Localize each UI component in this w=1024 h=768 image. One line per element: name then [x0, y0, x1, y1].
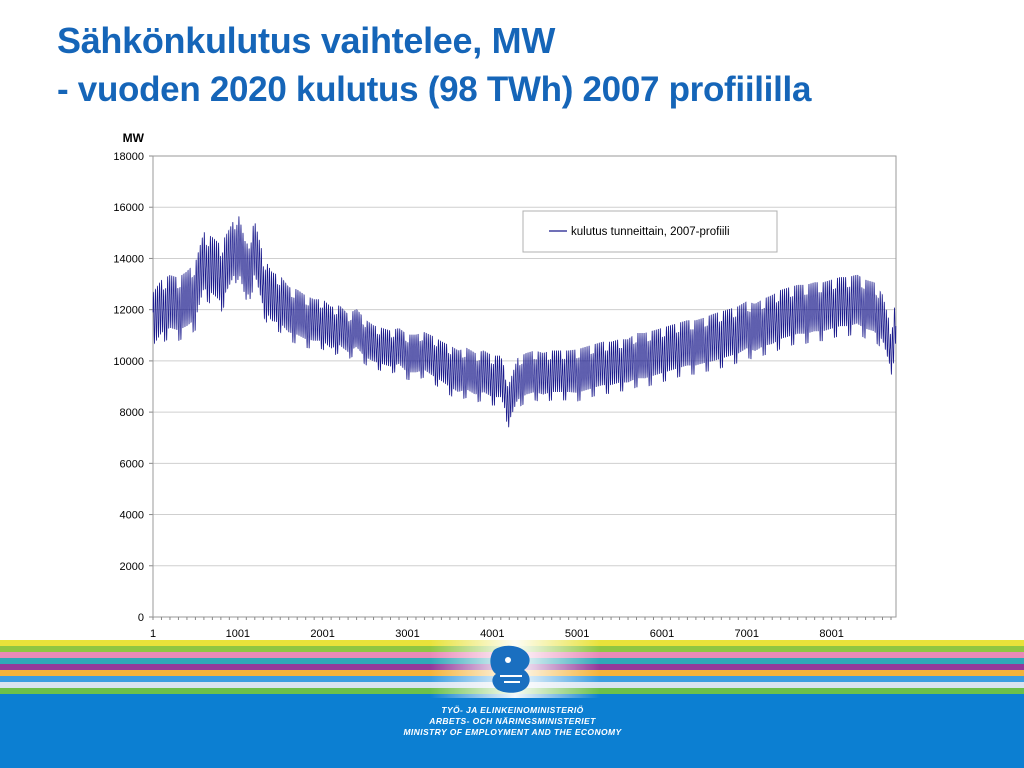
legend: kulutus tunneittain, 2007-profiili: [522, 210, 778, 253]
ministry-footer-band: [0, 640, 1024, 768]
x-tick-label: 6001: [650, 628, 674, 640]
slide-subtitle: - vuoden 2020 kulutus (98 TWh) 2007 prof…: [57, 70, 812, 109]
x-tick-label: 3001: [395, 628, 419, 640]
consumption-line-chart: 0200040006000800010000120001400016000180…: [113, 131, 897, 640]
ministry-name-swedish: ARBETS- OCH NÄRINGSMINISTERIET: [429, 716, 596, 726]
y-tick-label: 0: [138, 612, 144, 624]
footer-blue-band: [0, 694, 1024, 768]
x-tick-label: 7001: [735, 628, 759, 640]
ministry-name-english: MINISTRY OF EMPLOYMENT AND THE ECONOMY: [403, 727, 622, 737]
y-tick-label: 16000: [113, 202, 144, 214]
x-tick-label: 1001: [226, 628, 250, 640]
x-tick-label: 8001: [819, 628, 843, 640]
y-unit-label: MW: [123, 131, 145, 145]
legend-label: kulutus tunneittain, 2007-profiili: [571, 226, 730, 238]
lion-emblem-icon: [490, 645, 530, 693]
y-tick-label: 10000: [113, 356, 144, 368]
x-tick-label: 5001: [565, 628, 589, 640]
y-tick-label: 2000: [120, 561, 144, 573]
series-line-kulutus: [152, 216, 897, 428]
y-tick-label: 6000: [120, 458, 144, 470]
x-tick-label: 2001: [310, 628, 334, 640]
plot-area-frame: [152, 155, 897, 618]
y-tick-label: 14000: [113, 253, 144, 265]
y-tick-label: 18000: [113, 151, 144, 163]
ministry-name-finnish: TYÖ- JA ELINKEINOMINISTERIÖ: [441, 705, 584, 715]
y-tick-label: 12000: [113, 305, 144, 317]
x-tick-label: 1: [150, 628, 156, 640]
slide-title: Sähkönkulutus vaihtelee, MW: [57, 20, 555, 61]
y-tick-label: 8000: [120, 407, 144, 419]
y-tick-label: 4000: [120, 510, 144, 522]
x-tick-label: 4001: [480, 628, 504, 640]
